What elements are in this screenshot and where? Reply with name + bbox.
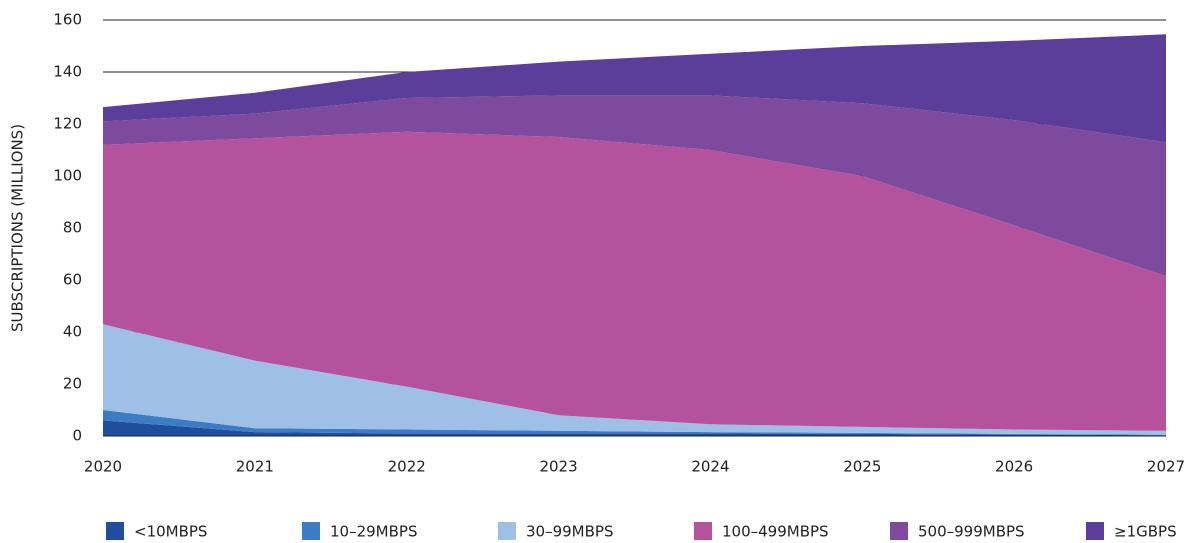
- legend-label: <10MBPS: [134, 523, 207, 541]
- area: [103, 420, 1166, 436]
- legend-swatch: [106, 522, 124, 540]
- area: [103, 34, 1166, 143]
- x-tick-label: 2023: [539, 458, 577, 476]
- legend-swatch: [498, 522, 516, 540]
- y-axis-label: SUBSCRIPTIONS (MILLIONS): [9, 124, 27, 332]
- x-tick-label: 2024: [691, 458, 729, 476]
- x-tick-label: 2027: [1147, 458, 1185, 476]
- y-tick-label: 120: [53, 115, 82, 133]
- y-tick-label: 140: [53, 63, 82, 81]
- legend-label: 10–29MBPS: [330, 523, 417, 541]
- x-tick-label: 2021: [236, 458, 274, 476]
- x-tick-label: 2022: [388, 458, 426, 476]
- legend-label: ≥1GBPS: [1114, 523, 1177, 541]
- legend-swatch: [302, 522, 320, 540]
- legend-swatch: [694, 522, 712, 540]
- legend-swatch: [1086, 522, 1104, 540]
- y-tick-label: 20: [63, 375, 82, 393]
- area: [103, 131, 1166, 431]
- area: [103, 324, 1166, 435]
- y-tick-label: 80: [63, 219, 82, 237]
- legend-label: 30–99MBPS: [526, 523, 613, 541]
- legend-label: 500–999MBPS: [918, 523, 1025, 541]
- legend-swatch: [890, 522, 908, 540]
- area: [103, 95, 1166, 277]
- x-tick-label: 2025: [843, 458, 881, 476]
- y-tick-label: 0: [72, 427, 82, 445]
- x-tick-label: 2026: [995, 458, 1033, 476]
- y-tick-label: 160: [53, 11, 82, 29]
- legend-label: 100–499MBPS: [722, 523, 829, 541]
- y-tick-label: 40: [63, 323, 82, 341]
- y-tick-label: 100: [53, 167, 82, 185]
- x-tick-label: 2020: [84, 458, 122, 476]
- y-tick-label: 60: [63, 271, 82, 289]
